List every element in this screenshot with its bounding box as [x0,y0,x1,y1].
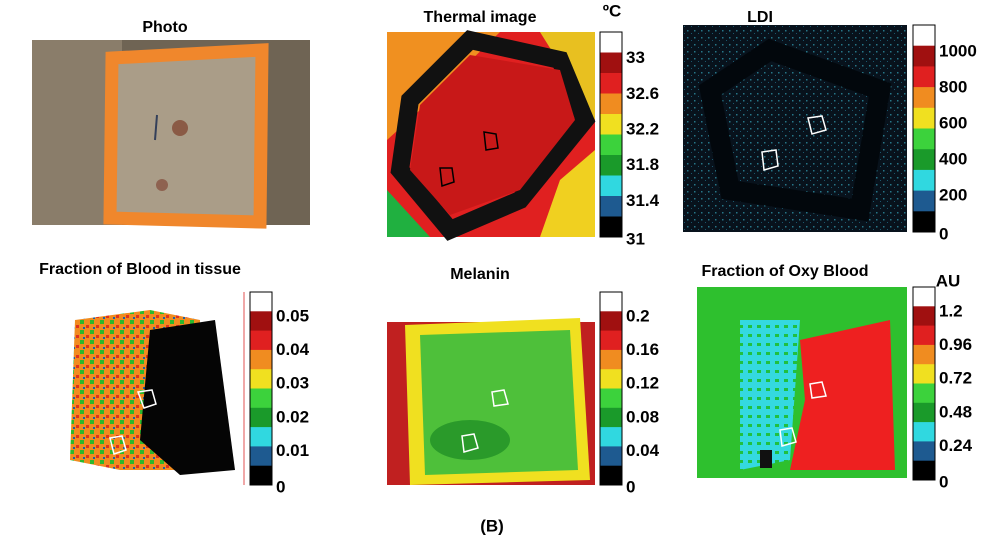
colorbar-segment [913,211,935,232]
colorbar-segment [250,331,272,351]
colorbar-tick-label: 1.2 [939,302,963,321]
colorbar-tick-label: 31 [626,229,645,248]
colorbar-segment [913,149,935,170]
colorbar-tick-label: 31.8 [626,155,659,174]
colorbar-segment [250,446,272,466]
colorbar-segment [250,408,272,428]
colorbar-segment [250,311,272,331]
colorbar-segment [913,384,935,404]
colorbar-tick-label: 0.48 [939,402,972,421]
colorbar-tick-label: 0.04 [276,340,310,359]
colorbar-tick-label: 0.96 [939,335,972,354]
colorbar-segment [600,292,622,312]
colorbar-segment [250,466,272,486]
colorbar-tick-label: 33 [626,48,645,67]
colorbar-segment [600,114,622,135]
figure: Photo Thermal image ºC LDI Fraction of B… [0,0,984,545]
colorbar-segment [600,176,622,197]
colorbar-tick-label: 0.05 [276,307,309,326]
colorbar-segment [600,446,622,466]
colorbar-tick-label: 0.2 [626,307,650,326]
colorbar-tick-label: 0.01 [276,441,309,460]
unit-label: ºC [603,1,622,20]
unit-label: AU [936,271,961,290]
thermal-image [387,32,595,237]
panel-title: Fraction of Oxy Blood [701,263,868,280]
colorbar-segment [600,217,622,238]
colorbar-tick-label: 600 [939,113,967,132]
colorbar-segment [913,191,935,212]
colorbar-segment [913,441,935,461]
colorbar-tick-label: 0.02 [276,407,309,426]
colorbar-segment [913,364,935,384]
photo-image [32,40,310,225]
colorbar-segment [600,427,622,447]
colorbar-segment [600,53,622,74]
oxy-image [697,287,907,478]
colorbar-segment [250,369,272,389]
colorbar-segment [913,108,935,129]
panel-title: Thermal image [424,9,537,26]
colorbar-segment [600,369,622,389]
melanin-image [387,292,595,485]
colorbar-segment [600,408,622,428]
colorbar-tick-label: 0.03 [276,374,309,393]
colorbar-segment [600,94,622,115]
colorbar-segment [913,66,935,87]
colorbar-segment [913,403,935,423]
colorbar-segment [600,32,622,53]
colorbar-tick-label: 0.16 [626,340,659,359]
colorbar-segment [913,326,935,346]
colorbar-segment [913,422,935,442]
figure-label: (B) [480,516,504,535]
colorbar-tick-label: 32.2 [626,119,659,138]
colorbar-tick-label: 0.08 [626,407,659,426]
colorbar-segment [913,25,935,46]
colorbar-tick-label: 800 [939,77,967,96]
colorbar-tick-label: 32.6 [626,84,659,103]
colorbar-segment [600,311,622,331]
colorbar-segment [600,331,622,351]
colorbar-segment [600,389,622,409]
colorbar-tick-label: 0 [626,477,635,496]
colorbar-tick-label: 1000 [939,41,977,60]
colorbar-segment [250,350,272,370]
colorbar-segment [913,129,935,150]
colorbar-segment [913,87,935,108]
colorbar-tick-label: 0 [939,224,948,243]
panel-title: Melanin [450,266,510,283]
colorbar-tick-label: 0 [939,472,948,491]
colorbar-segment [913,170,935,191]
colorbar-tick-label: 200 [939,185,967,204]
panel-title: Photo [142,19,188,36]
colorbar-segment [913,345,935,365]
ldi-image [683,25,907,232]
colorbar-segment [600,466,622,486]
colorbar-tick-label: 0.72 [939,369,972,388]
colorbar-segment [600,196,622,217]
panel-title: LDI [747,9,773,26]
colorbar-tick-label: 400 [939,149,967,168]
colorbar-segment [250,427,272,447]
colorbar-segment [250,389,272,409]
colorbar-tick-label: 0.04 [626,441,660,460]
colorbar-segment [913,461,935,481]
colorbar-tick-label: 0.12 [626,374,659,393]
colorbar-segment [600,135,622,156]
colorbar-segment [600,155,622,176]
colorbar-segment [600,73,622,94]
colorbar-segment [913,306,935,326]
colorbar-segment [913,287,935,307]
colorbar-segment [913,46,935,67]
colorbar-tick-label: 0 [276,477,285,496]
colorbar-tick-label: 0.24 [939,436,973,455]
colorbar-tick-label: 31.4 [626,191,660,210]
panel-title: Fraction of Blood in tissue [39,261,241,278]
colorbar-segment [250,292,272,312]
colorbar-segment [600,350,622,370]
blood-image [32,292,245,485]
